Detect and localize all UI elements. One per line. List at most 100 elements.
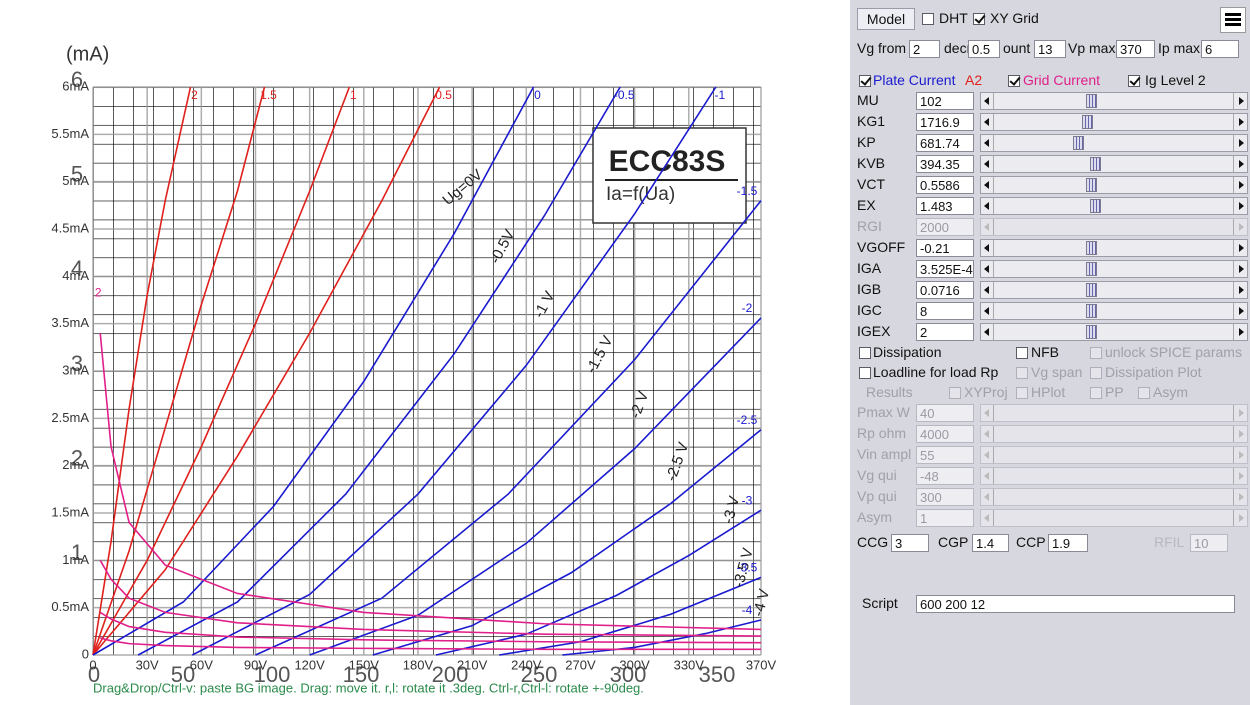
label: Rp ohm [857, 425, 907, 441]
curve-label: 2 [191, 88, 198, 102]
text-input[interactable]: 370 [1116, 40, 1155, 58]
text-input[interactable]: 6 [1201, 40, 1239, 58]
label: Asym [857, 509, 892, 525]
slider[interactable] [980, 260, 1248, 278]
label: PP [1105, 384, 1124, 400]
bg-x-label: 300 [610, 662, 647, 687]
x-tick-label: 0 [89, 657, 96, 672]
grid-current-curve [100, 637, 761, 651]
slider[interactable] [980, 113, 1248, 131]
text-input[interactable]: 394.35 [916, 155, 974, 173]
plate-curve [92, 86, 351, 656]
bg-x-label: 100 [254, 662, 291, 687]
bg-x-label: 250 [521, 662, 558, 687]
checkbox[interactable] [859, 75, 871, 87]
y-tick-label: 3mA [62, 362, 89, 377]
label: Pmax W [857, 404, 910, 420]
checkbox[interactable] [859, 367, 871, 379]
label: KP [857, 134, 876, 150]
x-tick-label: 330V [674, 657, 705, 672]
x-tick-label: 370V [746, 657, 777, 672]
text-input[interactable]: 681.74 [916, 134, 974, 152]
x-tick-label: 240V [511, 657, 542, 672]
label: IGC [857, 302, 882, 318]
slider[interactable] [980, 281, 1248, 299]
title-box [592, 127, 747, 224]
bg-y-label: 2 [71, 445, 83, 470]
text-input[interactable]: 1716.9 [916, 113, 974, 131]
text-input[interactable]: 1.483 [916, 197, 974, 215]
slider[interactable] [980, 239, 1248, 257]
label: VCT [857, 176, 885, 192]
label: VGOFF [857, 239, 906, 255]
label: Dissipation Plot [1105, 364, 1202, 380]
label: NFB [1031, 344, 1059, 360]
plate-curve [92, 86, 266, 656]
slider[interactable] [980, 155, 1248, 173]
model-button[interactable]: Model [857, 8, 915, 30]
plate-curve [255, 200, 762, 656]
label: Ip max [1158, 40, 1201, 56]
label: DHT [939, 10, 968, 26]
bg-title: ECC83S [609, 145, 726, 178]
x-tick-label: 180V [403, 657, 434, 672]
label: Results [866, 384, 913, 400]
checkbox[interactable] [1008, 75, 1020, 87]
bg-y-label: 1 [71, 540, 83, 565]
label: IGB [857, 281, 882, 297]
curve-label: -1.5 [737, 184, 758, 198]
plate-curve [372, 429, 762, 656]
y-tick-label: 4mA [62, 268, 89, 283]
text-input[interactable]: 8 [916, 302, 974, 320]
text-input[interactable]: 2 [909, 40, 940, 58]
label: IGA [857, 260, 882, 276]
text-input[interactable]: 1.4 [972, 534, 1009, 552]
text-input[interactable]: 0.5 [968, 40, 1000, 58]
slider[interactable] [980, 92, 1248, 110]
x-tick-label: 270V [565, 657, 596, 672]
slider[interactable] [980, 302, 1248, 320]
grid-current-curve [99, 333, 762, 631]
label: Vg span [1031, 364, 1083, 380]
text-input: 40 [916, 404, 974, 422]
text-input[interactable]: 13 [1034, 40, 1066, 58]
checkbox[interactable] [973, 13, 985, 25]
text-input[interactable]: -0.21 [916, 239, 974, 257]
checkbox[interactable] [859, 347, 871, 359]
text-input[interactable]: 600 200 12 [916, 595, 1235, 613]
slider[interactable] [980, 323, 1248, 341]
status-text: Drag&Drop/Ctrl-v: paste BG image. Drag: … [93, 680, 644, 695]
text-input[interactable]: 3.525E-4 [916, 260, 974, 278]
y-tick-label: 1.5mA [51, 504, 89, 519]
text-input[interactable]: 0.5586 [916, 176, 974, 194]
y-tick-label: 2mA [62, 457, 89, 472]
label: ount [1003, 40, 1031, 56]
checkbox[interactable] [1128, 75, 1140, 87]
slider[interactable] [980, 134, 1248, 152]
label: Vp qui [857, 488, 897, 504]
checkbox [1090, 347, 1102, 359]
slider [980, 404, 1248, 422]
text-input[interactable]: 0.0716 [916, 281, 974, 299]
slider[interactable] [980, 176, 1248, 194]
label: Script [862, 595, 898, 611]
label: Asym [1153, 384, 1188, 400]
y-tick-label: 3.5mA [51, 315, 89, 330]
x-tick-label: 30V [136, 657, 159, 672]
menu-button[interactable] [1220, 7, 1246, 33]
label: KVB [857, 155, 886, 171]
label: XYProj [964, 384, 1008, 400]
slider [980, 509, 1248, 527]
text-input[interactable]: 102 [916, 92, 974, 110]
checkbox[interactable] [922, 13, 934, 25]
checkbox [1138, 387, 1150, 399]
grid-current-curve [99, 611, 762, 644]
slider[interactable] [980, 197, 1248, 215]
text-input[interactable]: 2 [916, 323, 974, 341]
label: A2 [965, 72, 983, 88]
x-tick-label: 210V [457, 657, 488, 672]
text-input[interactable]: 1.9 [1048, 534, 1088, 552]
text-input[interactable]: 3 [891, 534, 929, 552]
bg-x-label: 0 [88, 662, 100, 687]
checkbox[interactable] [1016, 347, 1028, 359]
